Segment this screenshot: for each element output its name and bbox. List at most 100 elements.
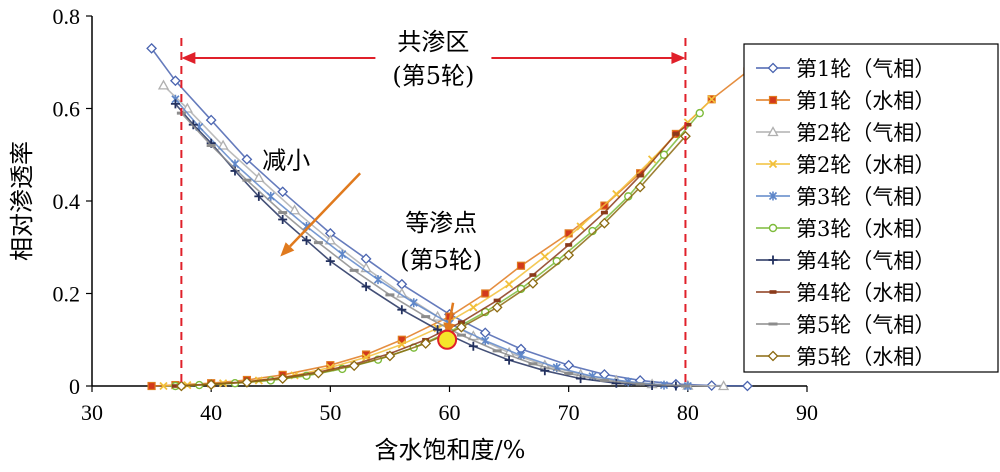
data-point (529, 273, 537, 277)
data-point (598, 217, 610, 229)
data-point (680, 384, 690, 388)
co-seepage-round-label: (第5轮) (392, 62, 474, 90)
data-point (612, 189, 621, 199)
data-point (421, 315, 431, 319)
data-point (385, 293, 395, 297)
y-tick-label: 0.8 (53, 4, 81, 29)
series-4 (159, 95, 716, 391)
legend-label: 第1轮（水相） (796, 89, 935, 113)
data-point (169, 75, 181, 87)
series-5 (171, 94, 692, 391)
data-point (288, 204, 301, 215)
co-seepage-arrow-head-left (181, 52, 196, 64)
x-tick-label: 40 (200, 400, 222, 425)
x-tick-label: 90 (796, 400, 818, 425)
data-point (241, 376, 253, 388)
data-point (348, 360, 360, 372)
data-point (349, 268, 359, 272)
equal-point-arrow (448, 302, 455, 324)
legend-label: 第4轮（气相） (796, 249, 935, 273)
data-point (205, 379, 217, 391)
data-point (302, 235, 311, 245)
decrease-arrow-head (280, 242, 295, 257)
data-point (205, 114, 217, 126)
data-point (684, 122, 692, 127)
data-point (277, 186, 289, 198)
data-point (159, 381, 168, 391)
data-point (253, 172, 265, 183)
data-point (433, 325, 443, 335)
data-point (242, 178, 252, 182)
data-point (361, 282, 371, 292)
legend-label: 第3轮（水相） (796, 217, 935, 241)
data-point (481, 289, 490, 298)
legend-items: 第1轮（气相） 第1轮（水相） 第2轮（气相） 第2轮（水相） 第3轮（气相） 第3轮（水… (756, 57, 935, 369)
legend: 第1轮（气相） 第1轮（水相） 第2轮（气相） 第2轮（水相） 第3轮（气相） 第3轮（水… (743, 43, 999, 373)
data-point (768, 159, 778, 169)
legend-item: 第4轮（水相） (756, 281, 935, 305)
data-point (175, 380, 187, 392)
data-point (170, 99, 180, 109)
x-tick-label: 30 (81, 400, 103, 425)
data-point (647, 155, 657, 164)
data-point (217, 139, 229, 150)
data-point (373, 275, 383, 285)
data-point (768, 322, 778, 326)
data-point (384, 350, 396, 362)
series-layer (146, 42, 753, 392)
data-point (563, 359, 575, 371)
data-point (659, 150, 669, 159)
data-point (769, 290, 777, 294)
data-point (695, 108, 704, 118)
data-point (456, 333, 466, 337)
data-point (481, 336, 490, 346)
data-point (455, 321, 467, 333)
data-point (241, 153, 253, 165)
data-point (768, 255, 778, 265)
y-tick-label: 0.4 (53, 189, 81, 214)
data-point (420, 338, 432, 349)
co-seepage-label-bg (375, 22, 492, 94)
data-point (672, 132, 680, 136)
y-tick-label: 0 (69, 374, 80, 399)
data-point (157, 79, 170, 90)
data-point (767, 350, 779, 362)
series-line (174, 98, 688, 387)
annotation-layer: 共渗区 (第5轮) 减小 等渗点 (第5轮) (180, 22, 687, 386)
series-7 (170, 99, 681, 391)
data-point (647, 381, 657, 391)
data-point (397, 305, 407, 315)
data-point (278, 211, 288, 215)
data-point (564, 372, 574, 376)
data-point (325, 256, 335, 266)
legend-label: 第5轮（气相） (796, 313, 935, 337)
legend-item: 第1轮（气相） (756, 57, 935, 81)
data-point (576, 222, 585, 231)
legend-item: 第5轮（气相） (756, 313, 935, 337)
y-axis-title: 相对渗透率 (8, 141, 36, 261)
data-point (636, 173, 644, 178)
series-line (174, 103, 676, 387)
legend-frame (743, 43, 999, 373)
data-point (313, 241, 323, 245)
data-point (768, 191, 778, 201)
data-point (611, 378, 621, 388)
data-point (767, 62, 779, 74)
legend-item: 第1轮（水相） (756, 89, 935, 113)
legend-label: 第2轮（气相） (796, 121, 935, 145)
data-point (540, 252, 549, 261)
data-point (277, 373, 289, 385)
legend-label: 第1轮（气相） (796, 57, 935, 81)
series-line (163, 98, 713, 387)
data-point (147, 381, 156, 391)
equal-point-label: 等渗点 (405, 209, 477, 237)
legend-item: 第3轮（水相） (756, 217, 935, 241)
data-point (528, 362, 538, 366)
legend-label: 第3轮（气相） (796, 185, 935, 209)
legend-label: 第4轮（水相） (796, 281, 935, 305)
data-point (312, 367, 324, 379)
legend-item: 第2轮（水相） (756, 153, 935, 177)
data-point (171, 384, 179, 388)
